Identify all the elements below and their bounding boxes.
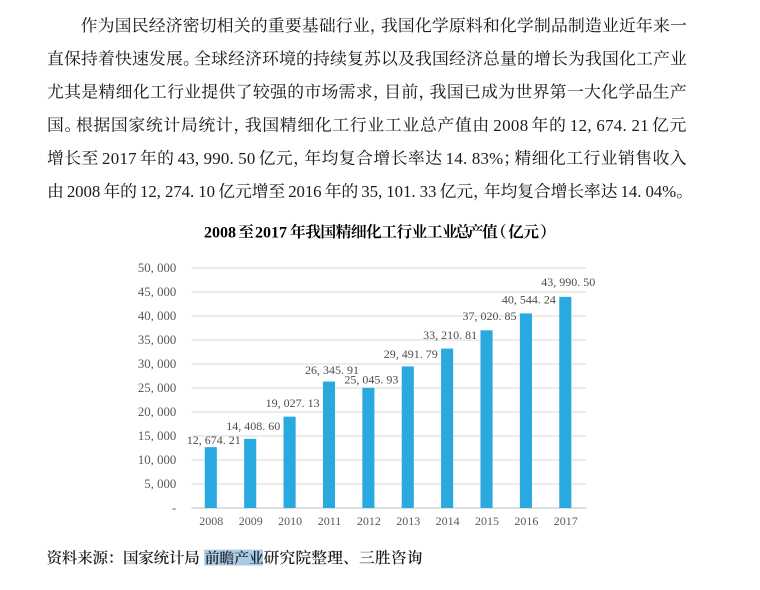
svg-text:15, 000: 15, 000 xyxy=(138,429,176,443)
svg-text:2010: 2010 xyxy=(278,514,302,528)
svg-text:45, 000: 45, 000 xyxy=(138,285,176,299)
svg-text:2015: 2015 xyxy=(475,514,499,528)
svg-text:2016: 2016 xyxy=(514,514,538,528)
svg-text:2009: 2009 xyxy=(239,514,263,528)
svg-text:14, 408. 60: 14, 408. 60 xyxy=(226,419,280,433)
svg-text:29, 491. 79: 29, 491. 79 xyxy=(384,347,438,361)
svg-text:25, 000: 25, 000 xyxy=(138,381,176,395)
svg-text:2008: 2008 xyxy=(67,182,100,201)
svg-text:2008: 2008 xyxy=(493,116,528,135)
svg-text:2011: 2011 xyxy=(318,514,342,528)
svg-text:12, 274. 10: 12, 274. 10 xyxy=(140,182,215,201)
svg-text:43, 990. 50: 43, 990. 50 xyxy=(178,149,256,168)
svg-text:40, 000: 40, 000 xyxy=(138,309,176,323)
svg-text:19, 027. 13: 19, 027. 13 xyxy=(266,396,320,410)
svg-text:26, 345. 91: 26, 345. 91 xyxy=(305,363,359,377)
svg-text:30, 000: 30, 000 xyxy=(138,357,176,371)
svg-text:5, 000: 5, 000 xyxy=(144,477,176,491)
svg-text:40, 544. 24: 40, 544. 24 xyxy=(502,293,556,307)
svg-text:43, 990. 50: 43, 990. 50 xyxy=(541,275,595,289)
svg-text:2017: 2017 xyxy=(554,514,578,528)
svg-text:2013: 2013 xyxy=(396,514,420,528)
svg-text:2008: 2008 xyxy=(204,224,236,241)
svg-text:2008: 2008 xyxy=(199,514,223,528)
svg-text:35, 101. 33: 35, 101. 33 xyxy=(361,182,436,201)
svg-text:-: - xyxy=(172,501,176,515)
svg-text:12, 674. 21: 12, 674. 21 xyxy=(187,433,241,447)
svg-text:14. 83%: 14. 83% xyxy=(446,149,504,168)
svg-text:2016: 2016 xyxy=(288,182,321,201)
svg-text:2017: 2017 xyxy=(255,224,287,241)
svg-text:14. 04%: 14. 04% xyxy=(621,182,677,201)
svg-text:2017: 2017 xyxy=(102,149,137,168)
svg-text:25, 045. 93: 25, 045. 93 xyxy=(344,373,398,387)
svg-text:2012: 2012 xyxy=(357,514,381,528)
svg-text:37, 020. 85: 37, 020. 85 xyxy=(463,309,517,323)
svg-text:10, 000: 10, 000 xyxy=(138,453,176,467)
svg-text:33, 210. 81: 33, 210. 81 xyxy=(423,328,477,342)
svg-text:35, 000: 35, 000 xyxy=(138,333,176,347)
svg-text:12, 674. 21: 12, 674. 21 xyxy=(570,116,649,135)
svg-text:2014: 2014 xyxy=(436,514,460,528)
svg-text:20, 000: 20, 000 xyxy=(138,405,176,419)
svg-text:50, 000: 50, 000 xyxy=(138,261,176,275)
